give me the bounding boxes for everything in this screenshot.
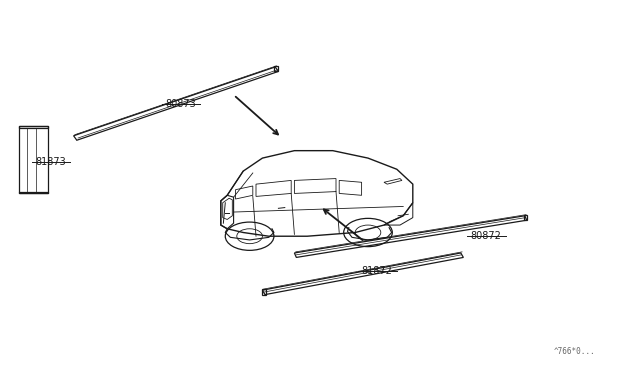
Text: ^766*0...: ^766*0... [554,347,595,356]
Text: 81873: 81873 [35,157,66,167]
Text: 81872: 81872 [362,266,392,276]
Text: 80872: 80872 [470,231,501,241]
Text: 80873: 80873 [165,99,196,109]
